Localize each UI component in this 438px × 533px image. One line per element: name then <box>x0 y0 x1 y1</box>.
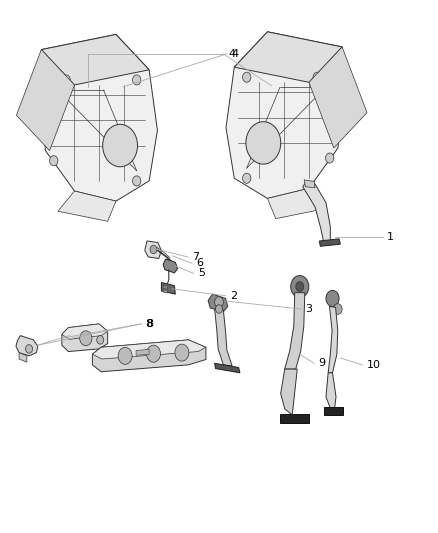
Polygon shape <box>161 282 175 294</box>
Text: 10: 10 <box>367 360 381 370</box>
Polygon shape <box>328 306 338 373</box>
Polygon shape <box>208 294 228 312</box>
Circle shape <box>49 156 58 166</box>
Text: 7: 7 <box>192 252 199 262</box>
Polygon shape <box>62 324 108 340</box>
Polygon shape <box>16 50 74 151</box>
Polygon shape <box>16 336 38 356</box>
Circle shape <box>215 305 223 313</box>
Circle shape <box>80 331 92 346</box>
Text: 8: 8 <box>146 319 153 329</box>
Polygon shape <box>303 181 330 243</box>
Text: 8: 8 <box>147 319 154 329</box>
Polygon shape <box>41 35 157 201</box>
Polygon shape <box>62 324 108 352</box>
Circle shape <box>215 297 223 308</box>
Circle shape <box>147 345 160 362</box>
Polygon shape <box>92 340 206 359</box>
Polygon shape <box>324 407 343 415</box>
Text: 5: 5 <box>198 269 205 278</box>
Circle shape <box>102 124 138 167</box>
Circle shape <box>246 122 281 164</box>
Circle shape <box>118 348 132 365</box>
Polygon shape <box>41 35 149 85</box>
Circle shape <box>326 290 339 306</box>
Circle shape <box>175 344 189 361</box>
Circle shape <box>313 72 321 82</box>
Polygon shape <box>136 350 149 356</box>
Circle shape <box>243 72 251 82</box>
Polygon shape <box>163 285 167 289</box>
Polygon shape <box>285 293 305 369</box>
Text: 3: 3 <box>305 304 312 314</box>
Polygon shape <box>304 180 315 188</box>
Polygon shape <box>163 259 177 273</box>
Polygon shape <box>326 373 336 408</box>
Polygon shape <box>234 32 342 82</box>
Circle shape <box>133 75 141 85</box>
Circle shape <box>133 176 141 186</box>
Text: 4: 4 <box>231 49 238 59</box>
Polygon shape <box>309 47 367 148</box>
Circle shape <box>291 276 309 297</box>
Polygon shape <box>19 353 27 362</box>
Polygon shape <box>281 369 297 415</box>
Polygon shape <box>268 188 325 219</box>
Circle shape <box>333 304 342 314</box>
Polygon shape <box>92 340 206 372</box>
Circle shape <box>25 345 32 353</box>
Circle shape <box>243 173 251 183</box>
Circle shape <box>325 153 334 163</box>
Circle shape <box>97 336 104 344</box>
Circle shape <box>150 245 157 254</box>
Polygon shape <box>319 239 340 246</box>
Polygon shape <box>58 191 116 221</box>
Text: 4: 4 <box>229 49 236 59</box>
Text: 9: 9 <box>318 358 326 368</box>
Text: 2: 2 <box>230 290 237 301</box>
Polygon shape <box>163 289 167 293</box>
Polygon shape <box>280 414 309 423</box>
Polygon shape <box>226 32 342 198</box>
Text: 6: 6 <box>196 259 203 268</box>
Circle shape <box>62 75 71 85</box>
Polygon shape <box>215 364 240 373</box>
Polygon shape <box>215 309 232 366</box>
Circle shape <box>296 281 304 292</box>
Text: 1: 1 <box>387 232 394 242</box>
Polygon shape <box>145 241 161 259</box>
